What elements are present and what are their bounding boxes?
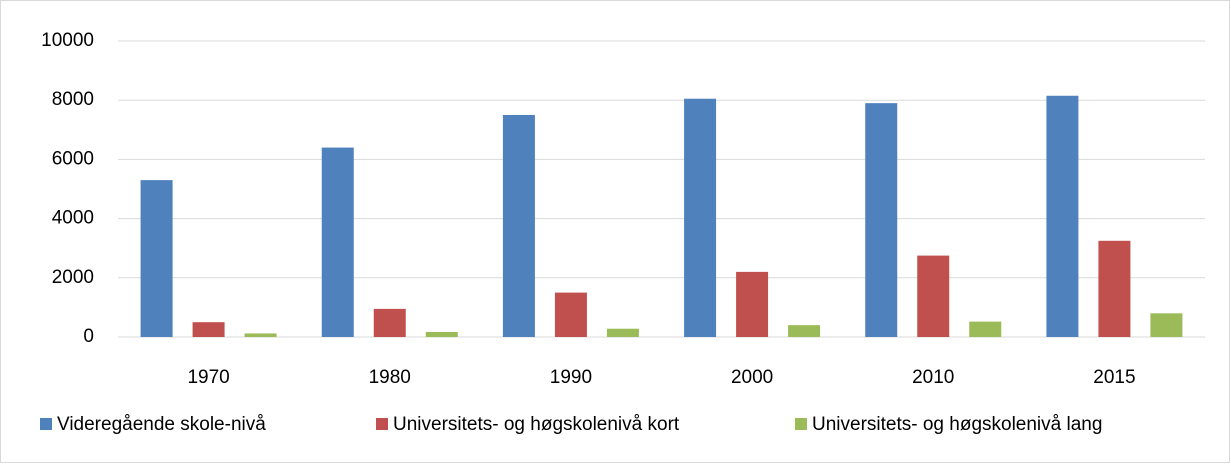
bar [140,180,173,337]
x-tick-label: 1990 [550,367,592,388]
bar [1098,240,1131,337]
x-tick-label: 2000 [731,367,773,388]
bar [244,333,277,337]
bar [425,331,458,337]
x-tick-label: 1970 [187,367,229,388]
bar [788,325,821,337]
bar [192,322,225,337]
y-tick-label: 6000 [52,148,94,169]
y-tick-label: 4000 [52,208,94,229]
x-tick-label: 1980 [369,367,411,388]
x-tick-label: 2015 [1093,367,1135,388]
y-tick-label: 2000 [52,267,94,288]
y-tick-label: 8000 [52,89,94,110]
legend-swatch [40,418,52,430]
bar [1046,95,1079,337]
bar [969,321,1002,337]
bar [606,328,639,337]
legend-label: Universitets- og høgskolenivå kort [393,414,680,435]
bar [684,98,717,337]
y-tick-label: 0 [83,326,94,347]
bar [865,103,898,337]
bar [554,292,587,337]
legend-swatch [795,418,807,430]
bar [373,308,406,337]
bar [1150,313,1183,337]
bar [736,271,769,337]
legend-label: Videregående skole-nivå [57,414,266,435]
bar [502,115,535,337]
legend-label: Universitets- og høgskolenivå lang [812,414,1102,435]
bar [321,147,354,337]
y-tick-label: 10000 [41,30,94,51]
bar [917,255,950,337]
legend-swatch [376,418,388,430]
x-tick-label: 2010 [912,367,954,388]
